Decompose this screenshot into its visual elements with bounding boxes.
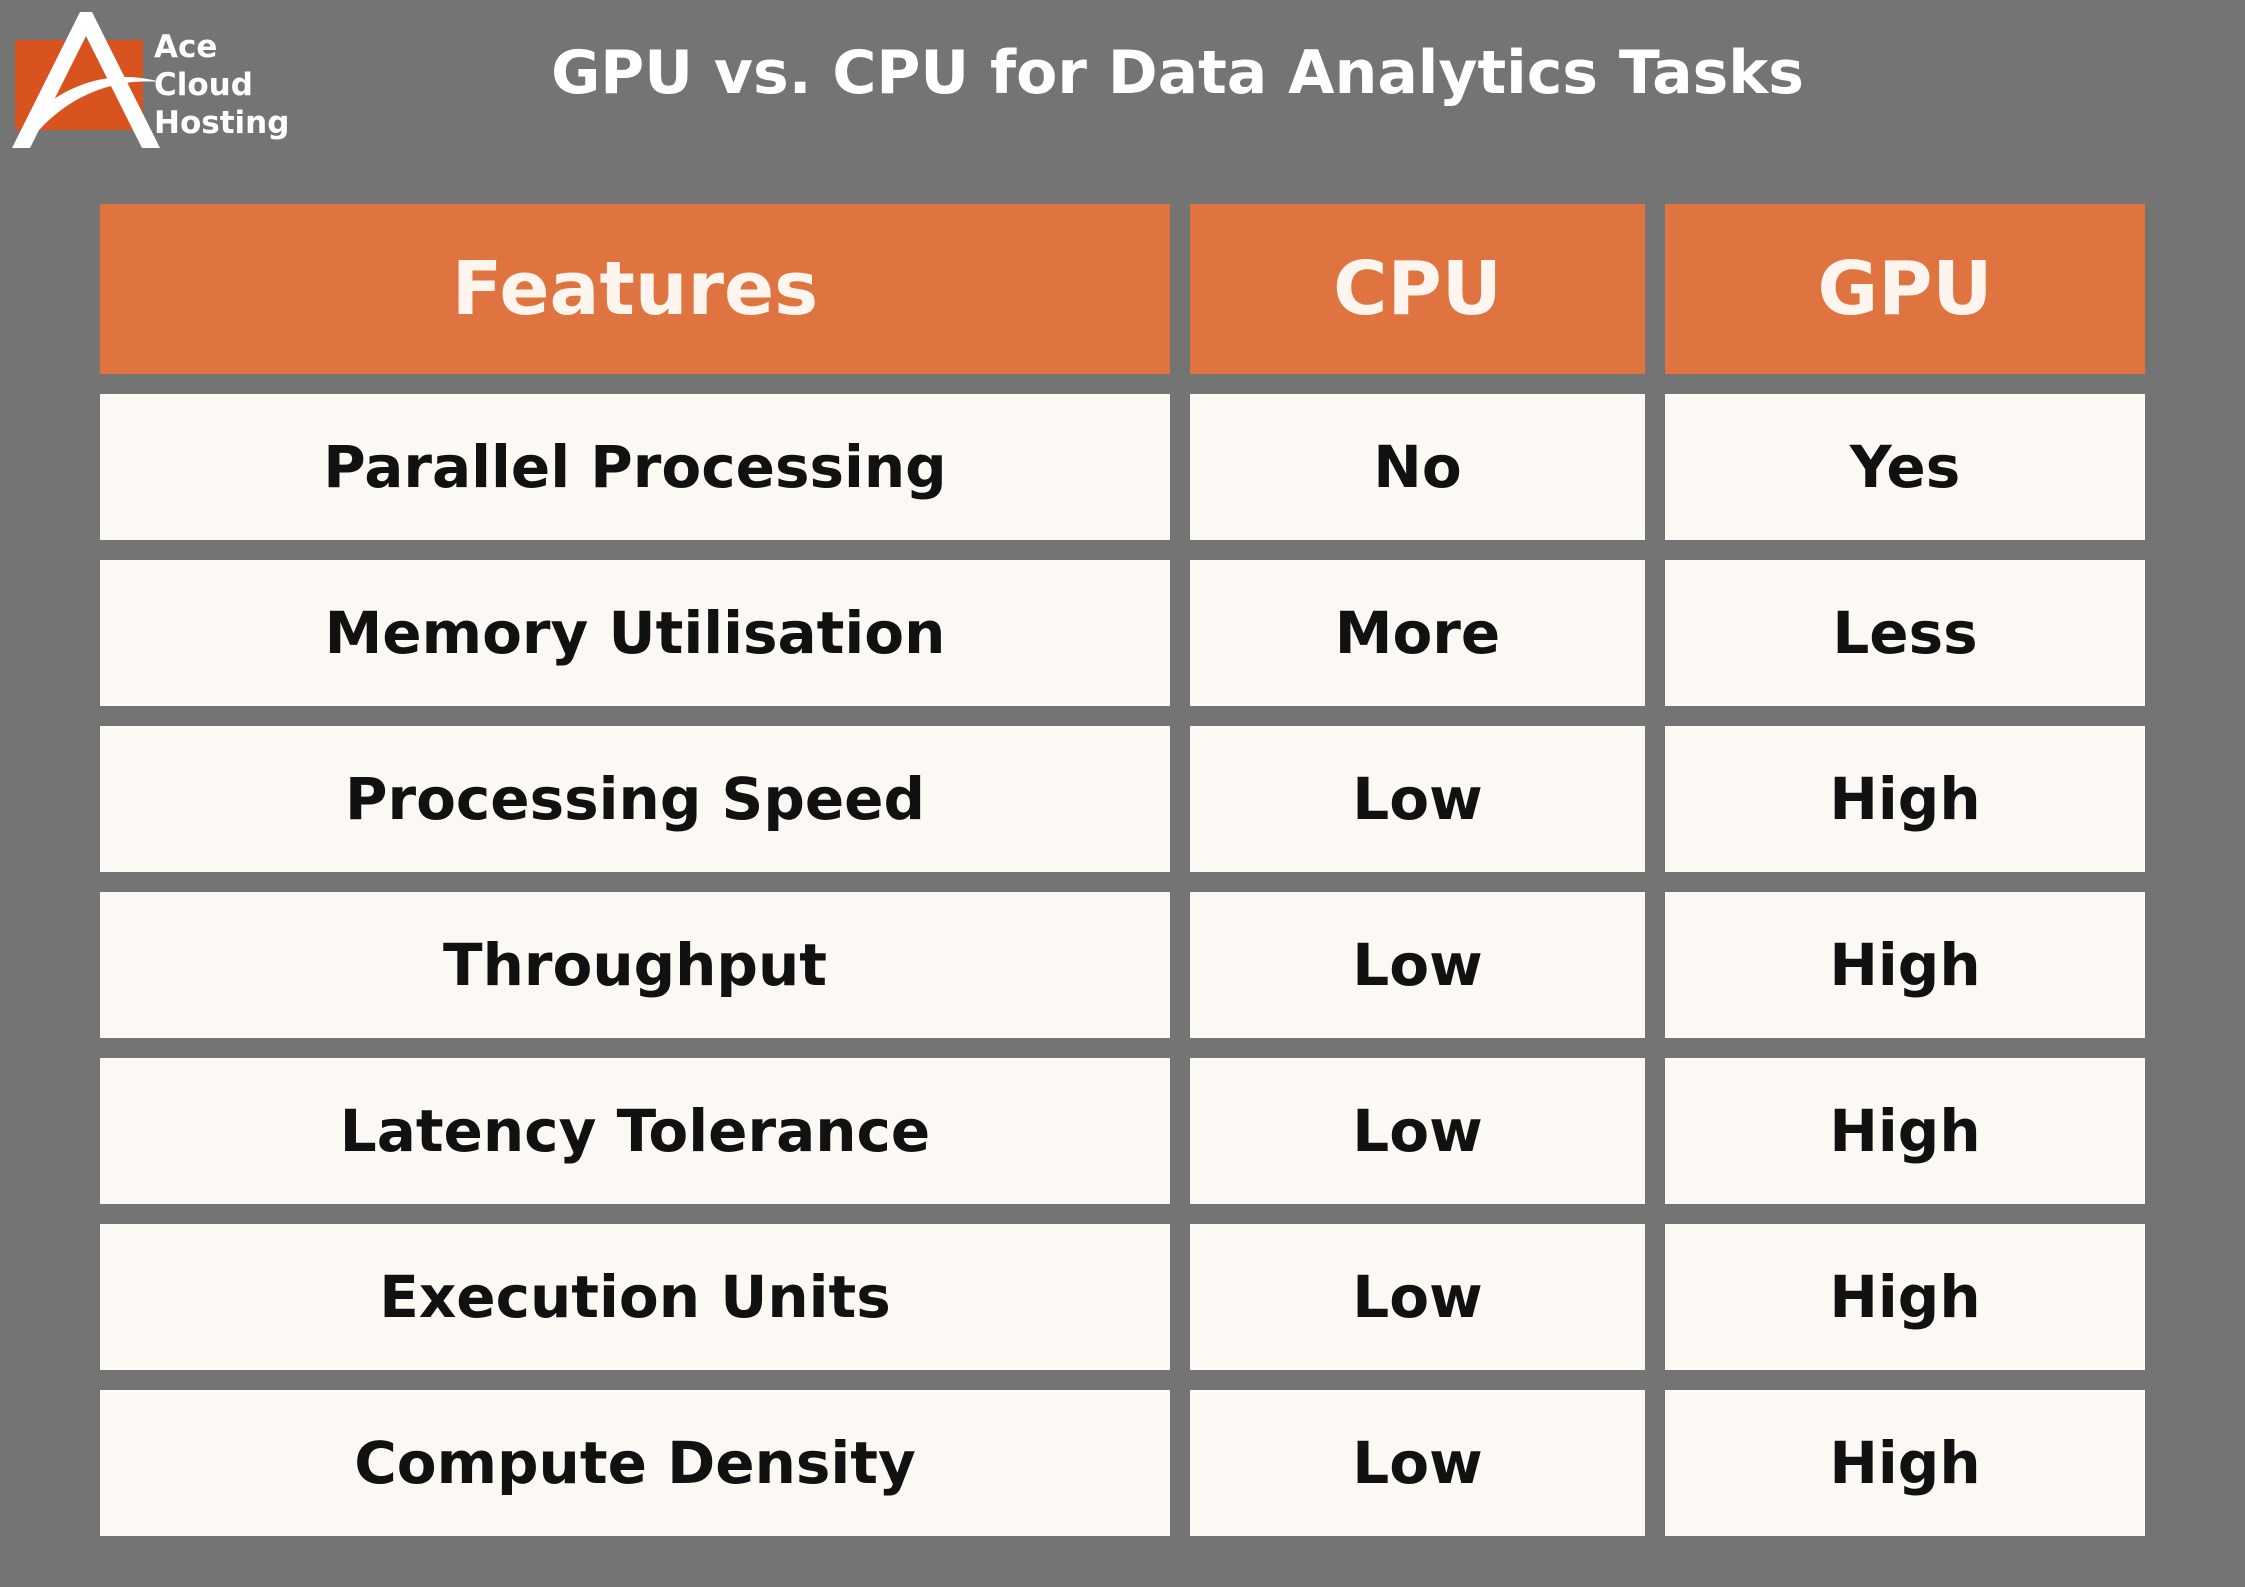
cpu-cell: Low [1190, 1224, 1645, 1370]
header-gpu: GPU [1665, 204, 2145, 374]
header-cpu: CPU [1190, 204, 1645, 374]
table-header-row: Features CPU GPU [100, 204, 2145, 374]
table-row: Latency Tolerance Low High [100, 1058, 2145, 1204]
comparison-table: Features CPU GPU Parallel Processing No … [100, 204, 2145, 1556]
gpu-cell: High [1665, 1390, 2145, 1536]
table-row: Throughput Low High [100, 892, 2145, 1038]
feature-cell: Parallel Processing [100, 394, 1170, 540]
gpu-cell: High [1665, 892, 2145, 1038]
feature-cell: Compute Density [100, 1390, 1170, 1536]
header-features: Features [100, 204, 1170, 374]
cpu-cell: Low [1190, 1058, 1645, 1204]
stylized-a-logo-icon [12, 12, 160, 148]
gpu-cell: Less [1665, 560, 2145, 706]
brand-name-line-1: Ace [154, 29, 218, 65]
brand-name-line-3: Hosting [154, 105, 290, 141]
gpu-cell: High [1665, 1224, 2145, 1370]
brand-name-line-2: Cloud [154, 67, 253, 103]
feature-cell: Processing Speed [100, 726, 1170, 872]
cpu-cell: No [1190, 394, 1645, 540]
table-row: Execution Units Low High [100, 1224, 2145, 1370]
brand-name: Ace Cloud Hosting [154, 28, 289, 142]
cpu-cell: Low [1190, 726, 1645, 872]
feature-cell: Latency Tolerance [100, 1058, 1170, 1204]
feature-cell: Execution Units [100, 1224, 1170, 1370]
page-title: GPU vs. CPU for Data Analytics Tasks [551, 38, 1804, 108]
gpu-cell: High [1665, 1058, 2145, 1204]
brand-logo: Ace Cloud Hosting [10, 8, 310, 153]
table-row: Compute Density Low High [100, 1390, 2145, 1536]
cpu-cell: Low [1190, 1390, 1645, 1536]
feature-cell: Throughput [100, 892, 1170, 1038]
cpu-cell: More [1190, 560, 1645, 706]
cpu-cell: Low [1190, 892, 1645, 1038]
table-row: Memory Utilisation More Less [100, 560, 2145, 706]
feature-cell: Memory Utilisation [100, 560, 1170, 706]
table-row: Parallel Processing No Yes [100, 394, 2145, 540]
table-row: Processing Speed Low High [100, 726, 2145, 872]
gpu-cell: Yes [1665, 394, 2145, 540]
gpu-cell: High [1665, 726, 2145, 872]
